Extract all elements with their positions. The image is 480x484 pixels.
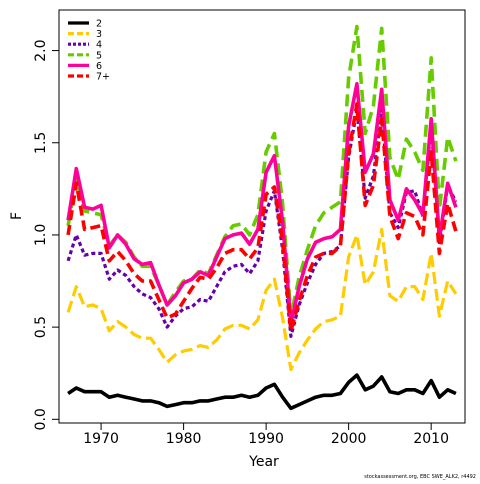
x-tick-label: 1980	[166, 431, 202, 447]
x-tick-label: 1970	[83, 431, 119, 447]
legend-label-4: 4	[96, 40, 102, 51]
y-tick-label: 1.5	[33, 132, 49, 154]
legend-label-7plus: 7+	[96, 72, 110, 83]
y-tick-label: 0.5	[33, 316, 49, 338]
legend-label-5: 5	[96, 50, 102, 61]
y-tick-label: 0.0	[33, 408, 49, 430]
footer-note: stockassessment.org, EBC SWE_ALK2, r4492	[364, 474, 476, 480]
x-tick-label: 2010	[413, 431, 449, 447]
legend-label-6: 6	[96, 61, 102, 72]
x-tick-label: 1990	[248, 431, 284, 447]
series-layer	[66, 24, 458, 411]
y-tick-label: 1.0	[33, 224, 49, 246]
x-tick-label: 2000	[331, 431, 367, 447]
plot-frame	[58, 9, 466, 424]
series-line-6	[66, 82, 458, 326]
x-axis: 1970 1980 1990 2000 2010	[83, 422, 449, 447]
series-line-5	[66, 24, 458, 318]
y-axis-label: F	[9, 212, 25, 220]
legend-label-3: 3	[96, 29, 102, 40]
y-tick-label: 2.0	[33, 39, 49, 61]
series-line-7plus	[66, 102, 458, 333]
legend-label-2: 2	[96, 19, 102, 30]
series-line-2	[67, 373, 457, 411]
series-line-3	[66, 227, 458, 372]
x-axis-label: Year	[248, 454, 279, 470]
y-axis: 0.0 0.5 1.0 1.5 2.0	[33, 39, 60, 430]
